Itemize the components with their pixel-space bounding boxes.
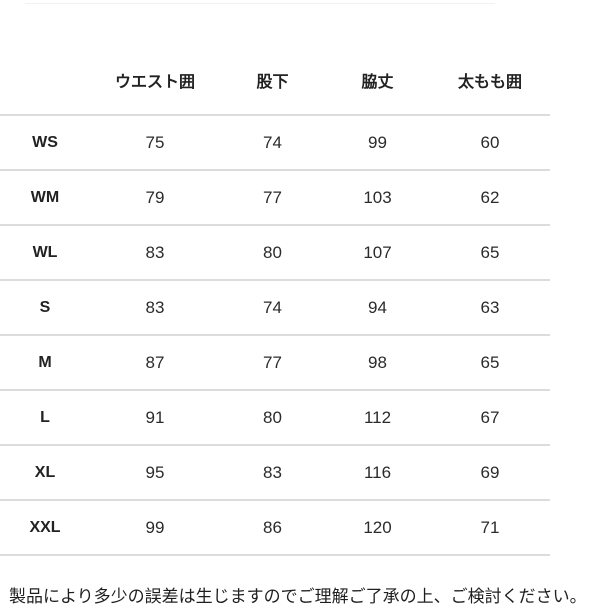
measurement-value: 83 [220,444,325,500]
size-chart-table: ウエスト囲 股下 脇丈 太もも囲 WS 75 74 99 60 WM 79 77 103 62 WL 83 8… [0,0,550,556]
measurement-value: 79 [90,169,220,225]
measurement-value: 112 [325,389,430,445]
measurement-value: 83 [90,224,220,280]
measurement-value: 60 [430,114,550,170]
size-label: WM [0,169,90,225]
column-header: 太もも囲 [457,74,522,91]
measurement-value: 65 [430,224,550,280]
measurement-value: 80 [220,389,325,445]
header-row: ウエスト囲 股下 脇丈 太もも囲 [0,0,550,115]
measurement-value: 62 [430,169,550,225]
measurement-value: 99 [325,114,430,170]
measurement-value: 107 [325,224,430,280]
size-label: L [0,389,90,445]
measurement-value: 69 [430,444,550,500]
measurement-value: 75 [90,114,220,170]
measurement-value: 91 [90,389,220,445]
top-hairline-divider [25,3,495,4]
column-header: 脇丈 [361,74,394,91]
corner-cell [0,0,90,115]
measurement-value: 77 [220,334,325,390]
table-row: L 91 80 112 67 [0,389,550,445]
measurement-value: 67 [430,389,550,445]
table-row: WS 75 74 99 60 [0,114,550,170]
measurement-value: 99 [90,499,220,556]
size-label: XL [0,444,90,500]
measurement-value: 74 [220,279,325,335]
measurement-value: 74 [220,114,325,170]
measurement-value: 87 [90,334,220,390]
measurement-value: 116 [325,444,430,500]
measurement-value: 77 [220,169,325,225]
table-row: S 83 74 94 63 [0,279,550,335]
size-label: WL [0,224,90,280]
measurement-value: 65 [430,334,550,390]
table-row: M 87 77 98 65 [0,334,550,390]
column-header: ウエスト囲 [114,74,195,91]
table-row: XXL 99 86 120 71 [0,499,550,556]
table-row: WM 79 77 103 62 [0,169,550,225]
measurement-value: 80 [220,224,325,280]
measurement-value: 95 [90,444,220,500]
measurement-value: 83 [90,279,220,335]
size-label: S [0,279,90,335]
measurement-value: 103 [325,169,430,225]
column-header: 股下 [256,74,289,91]
size-label: M [0,334,90,390]
measurement-value: 120 [325,499,430,556]
table-row: WL 83 80 107 65 [0,224,550,280]
measurement-value: 63 [430,279,550,335]
measurement-value: 71 [430,499,550,556]
measurement-value: 98 [325,334,430,390]
disclaimer-note: 製品により多少の誤差は生じますのでご理解ご了承の上、ご検討ください。 [9,587,587,606]
table-row: XL 95 83 116 69 [0,444,550,500]
size-label: XXL [0,499,90,556]
measurement-value: 94 [325,279,430,335]
size-label: WS [0,114,90,170]
measurement-value: 86 [220,499,325,556]
